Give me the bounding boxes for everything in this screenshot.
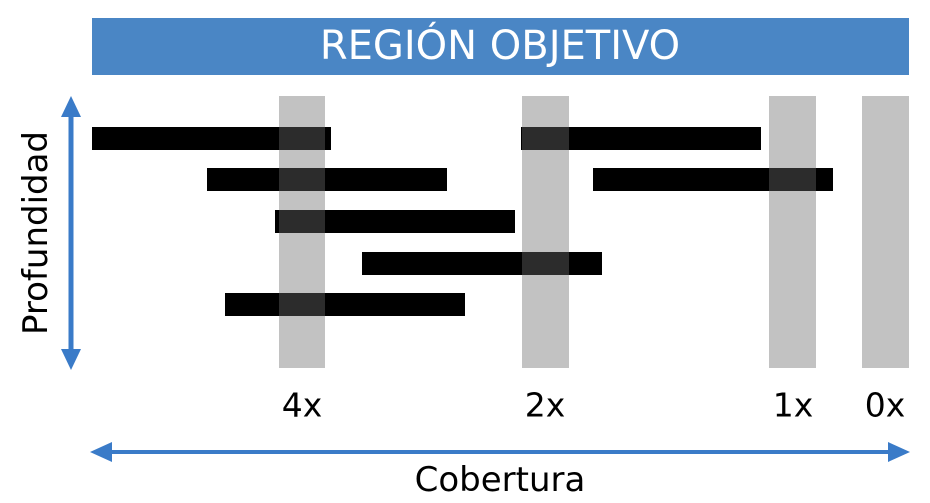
reads	[92, 127, 833, 316]
read-bar	[207, 168, 447, 191]
coverage-column-1x	[769, 96, 816, 368]
y-axis-label: Profundidad	[16, 131, 56, 335]
title-banner: REGIÓN OBJETIVO	[92, 18, 909, 75]
x-axis-arrow	[90, 442, 910, 462]
x-axis-label: Cobertura	[415, 460, 586, 500]
read-bar	[225, 293, 465, 316]
read-bar	[275, 210, 515, 233]
coverage-label-1x: 1x	[773, 386, 814, 425]
read-overlap	[279, 127, 331, 150]
y-axis-arrow	[61, 96, 81, 370]
title-banner-background	[92, 18, 909, 75]
coverage-label-0x: 0x	[865, 386, 906, 425]
read-bar	[521, 127, 761, 150]
read-bar	[92, 127, 331, 150]
coverage-labels: 4x 2x 1x 0x	[282, 386, 906, 425]
coverage-label-2x: 2x	[525, 386, 566, 425]
title-text: REGIÓN OBJETIVO	[320, 21, 680, 69]
coverage-column-0x	[862, 96, 909, 368]
coverage-label-4x: 4x	[282, 386, 323, 425]
